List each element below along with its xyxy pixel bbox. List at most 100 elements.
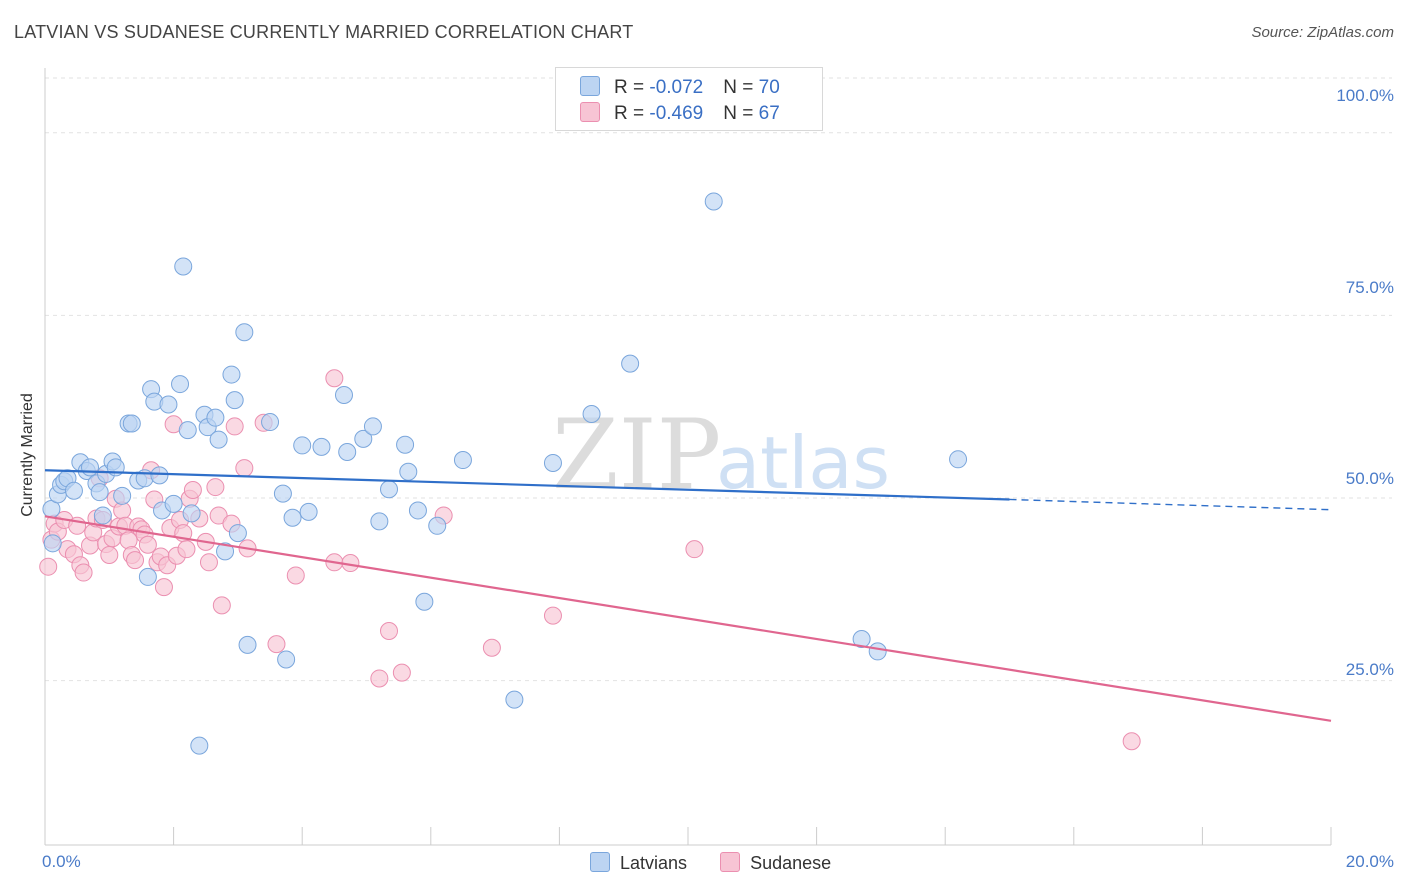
latvians-point [868,642,887,661]
latvian-points [42,192,968,755]
sudanese-point [1122,732,1141,751]
latvians-point [164,494,183,513]
latvians-point [138,567,157,586]
latvians-point [209,430,228,449]
n-label: N = [723,103,759,124]
latvians-point [293,436,312,455]
y-tick-label-25: 25.0% [1345,660,1394,679]
latvians-trend-extension [1009,498,1332,511]
latvians-point [704,192,723,211]
chart-title: LATVIAN VS SUDANESE CURRENTLY MARRIED CO… [14,22,634,42]
sudanese-legend-swatch [720,852,741,872]
latvians-point [122,414,141,433]
y-tick-label-100: 100.0% [1336,86,1394,105]
legend-row-sudanese: R = -0.469 N = 67 [580,102,780,126]
latvians-point [380,480,399,499]
latvians-point [174,257,193,276]
latvians-point [238,635,257,654]
grid-lines [45,77,1392,682]
legend-row-latvians: R = -0.072 N = 70 [580,76,780,100]
legend-item-sudanese[interactable]: Sudanese [720,852,831,874]
legend-item-latvians[interactable]: Latvians [590,852,687,874]
y-tick-label-50: 50.0% [1345,469,1394,488]
n-value: 67 [758,103,780,124]
sudanese-point [685,540,704,559]
latvians-point [81,458,100,477]
sudanese-legend-label: Sudanese [750,853,832,873]
latvians-point [206,408,225,427]
latvians-point [334,386,353,405]
latvians-trend-line [44,469,1010,501]
n-value: 70 [758,77,780,98]
latvians-point [216,542,235,561]
x-tick-label-max: 20.0% [1345,852,1394,871]
latvians-point [621,354,640,373]
sudanese-point [154,578,173,597]
latvians-point [273,484,292,503]
latvians-point [171,375,190,394]
latvians-point [228,524,247,543]
sudanese-point [267,635,286,654]
r-label: R = [614,77,650,98]
sudanese-point [286,566,305,585]
sudanese-point [212,596,231,615]
latvians-point [90,483,109,502]
series-legend: Latvians Sudanese [590,852,859,874]
sudanese-point [392,663,411,682]
latvians-point [235,323,254,342]
r-value: -0.072 [649,77,704,98]
latvians-point [159,395,178,414]
latvians-point [43,534,62,553]
n-label: N = [723,77,759,98]
sudanese-point [543,606,562,625]
sudanese-point [138,535,157,554]
sudanese-point [39,557,58,576]
latvians-point [453,451,472,470]
sudanese-point [370,669,389,688]
y-axis-label: Currently Married [19,393,36,517]
latvians-point [428,516,447,535]
sudanese-point [199,553,218,572]
latvians-point [415,592,434,611]
latvians-point [370,512,389,531]
sudanese-point [74,563,93,582]
latvians-legend-swatch [590,852,610,872]
sudanese-point [225,417,244,436]
sudanese-point [380,621,399,640]
latvians-point [354,429,373,448]
sudanese-point [126,551,145,570]
sudanese-point [482,638,501,657]
latvians-legend-label: Latvians [620,853,688,873]
latvians-point [182,504,201,523]
latvians-point [408,501,427,520]
latvians-point [363,417,382,436]
latvians-point [949,450,968,469]
trend-lines [44,469,1332,722]
sudanese-point [235,459,254,478]
latvians-swatch [580,76,600,96]
latvians-point [225,391,244,410]
sudanese-swatch [580,102,600,122]
sudanese-point [325,369,344,388]
latvians-point [399,462,418,481]
latvians-point [222,365,241,384]
sudanese-point [206,478,225,497]
correlation-legend: R = -0.072 N = 70 R = -0.469 N = 67 [555,67,823,131]
latvians-point [299,502,318,521]
sudanese-trend-line [44,515,1332,722]
watermark-zip: ZIP [552,399,721,511]
sudanese-point [100,546,119,565]
latvians-point [338,443,357,462]
latvians-point [93,506,112,525]
r-value: -0.469 [649,103,704,124]
sudanese-point [209,506,228,525]
latvians-point [64,481,83,500]
latvians-point [582,405,601,424]
axes [44,68,1332,846]
latvians-point [190,736,209,755]
latvians-point [543,453,562,472]
latvians-point [178,421,197,440]
latvians-point [277,650,296,669]
latvians-point [113,486,132,505]
